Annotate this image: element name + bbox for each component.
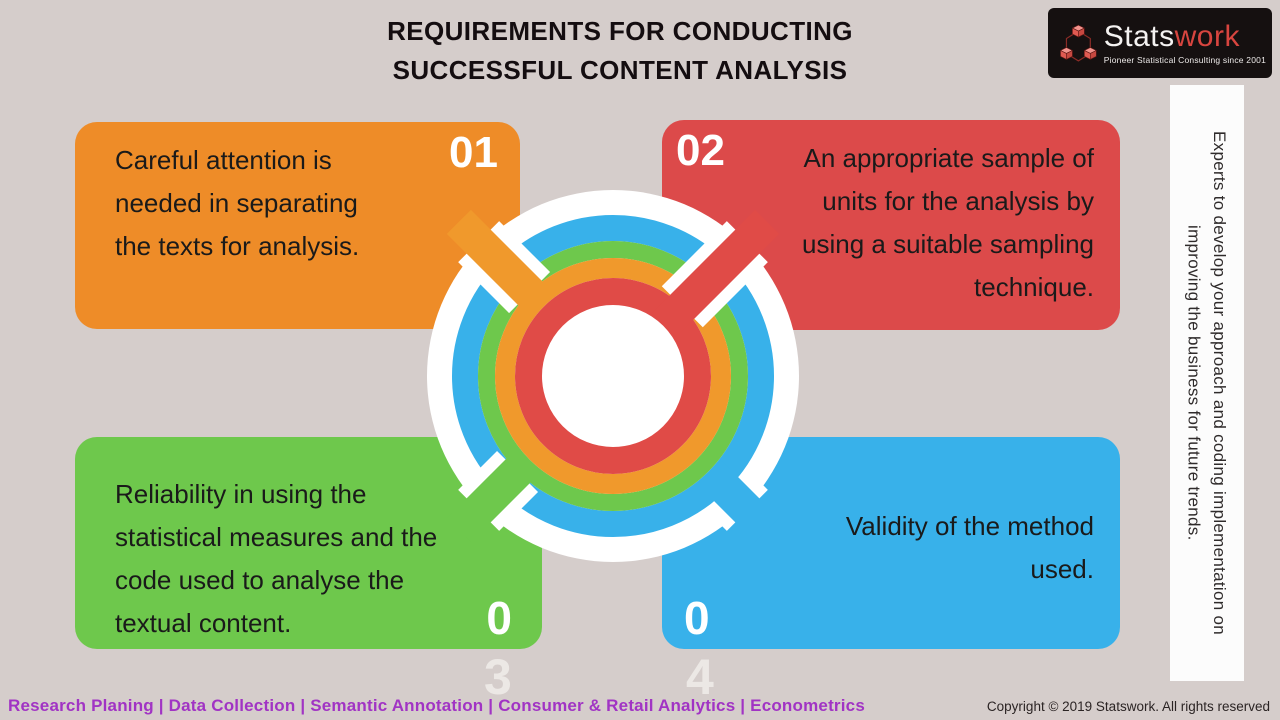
logo-tagline: Pioneer Statistical Consulting since 200… bbox=[1103, 54, 1266, 65]
text-line: the texts for analysis. bbox=[115, 231, 360, 261]
text-line: textual content. bbox=[115, 608, 292, 638]
card-01-text: Careful attention is needed in separatin… bbox=[75, 122, 520, 268]
text-line: needed in separating bbox=[115, 188, 358, 218]
card-01-number: 01 bbox=[449, 128, 498, 177]
ring-diagram bbox=[427, 190, 799, 562]
page-title: REQUIREMENTS FOR CONDUCTING SUCCESSFUL C… bbox=[310, 12, 930, 90]
card-04-text: Validity of the method used. bbox=[662, 437, 1120, 591]
ring-green bbox=[478, 241, 748, 511]
title-line: SUCCESSFUL CONTENT ANALYSIS bbox=[392, 55, 848, 85]
card-02-text: An appropriate sample of units for the a… bbox=[662, 120, 1120, 309]
card-04-digit-below: 4 bbox=[686, 649, 714, 705]
ring-orange bbox=[495, 258, 731, 494]
card-03-digit-inside: 0 bbox=[486, 592, 512, 644]
card-04-validity: Validity of the method used. 0 bbox=[662, 437, 1120, 649]
logo-brand-work: work bbox=[1174, 20, 1240, 54]
text-line: technique. bbox=[974, 272, 1094, 302]
text-line: units for the analysis by bbox=[822, 186, 1094, 216]
side-note: Experts to develop your approach and cod… bbox=[1170, 85, 1244, 681]
cubes-icon bbox=[1059, 24, 1097, 62]
text-line: Reliability in using the bbox=[115, 479, 367, 509]
logo-brand: Statswork bbox=[1104, 21, 1266, 53]
logo-brand-stats: Stats bbox=[1103, 20, 1175, 54]
logo-text: Statswork Pioneer Statistical Consulting… bbox=[1104, 21, 1266, 65]
card-04-digit-inside: 0 bbox=[684, 592, 710, 644]
side-note-line: Experts to develop your approach and cod… bbox=[1210, 130, 1229, 636]
footer-services-links[interactable]: Research Planing | Data Collection | Sem… bbox=[8, 696, 865, 715]
text-line: code used to analyse the bbox=[115, 565, 405, 595]
card-02-appropriate-sample: 02 An appropriate sample of units for th… bbox=[662, 120, 1120, 330]
text-line: Validity of the method bbox=[845, 511, 1094, 541]
card-03-text: Reliability in using the statistical mea… bbox=[75, 437, 542, 645]
side-note-line: improving the business for future trends… bbox=[1184, 225, 1204, 541]
spoke-green bbox=[446, 448, 541, 543]
text-line: using a suitable sampling bbox=[802, 229, 1094, 259]
spoke-orange bbox=[446, 209, 556, 319]
spoke-blue bbox=[697, 460, 780, 543]
statswork-logo[interactable]: Statswork Pioneer Statistical Consulting… bbox=[1048, 8, 1272, 78]
text-line: An appropriate sample of bbox=[803, 143, 1094, 173]
ring-red bbox=[515, 278, 711, 474]
text-line: statistical measures and the bbox=[115, 522, 438, 552]
spoke-red bbox=[651, 209, 780, 338]
card-02-number: 02 bbox=[676, 126, 725, 175]
ring-blue bbox=[452, 215, 774, 537]
card-03-digit-below: 3 bbox=[484, 649, 512, 705]
card-03-reliability: Reliability in using the statistical mea… bbox=[75, 437, 542, 649]
text-line: Careful attention is bbox=[115, 145, 332, 175]
text-line: used. bbox=[1030, 554, 1094, 584]
title-line: REQUIREMENTS FOR CONDUCTING bbox=[387, 16, 853, 46]
footer-copyright: Copyright © 2019 Statswork. All rights r… bbox=[986, 699, 1270, 714]
